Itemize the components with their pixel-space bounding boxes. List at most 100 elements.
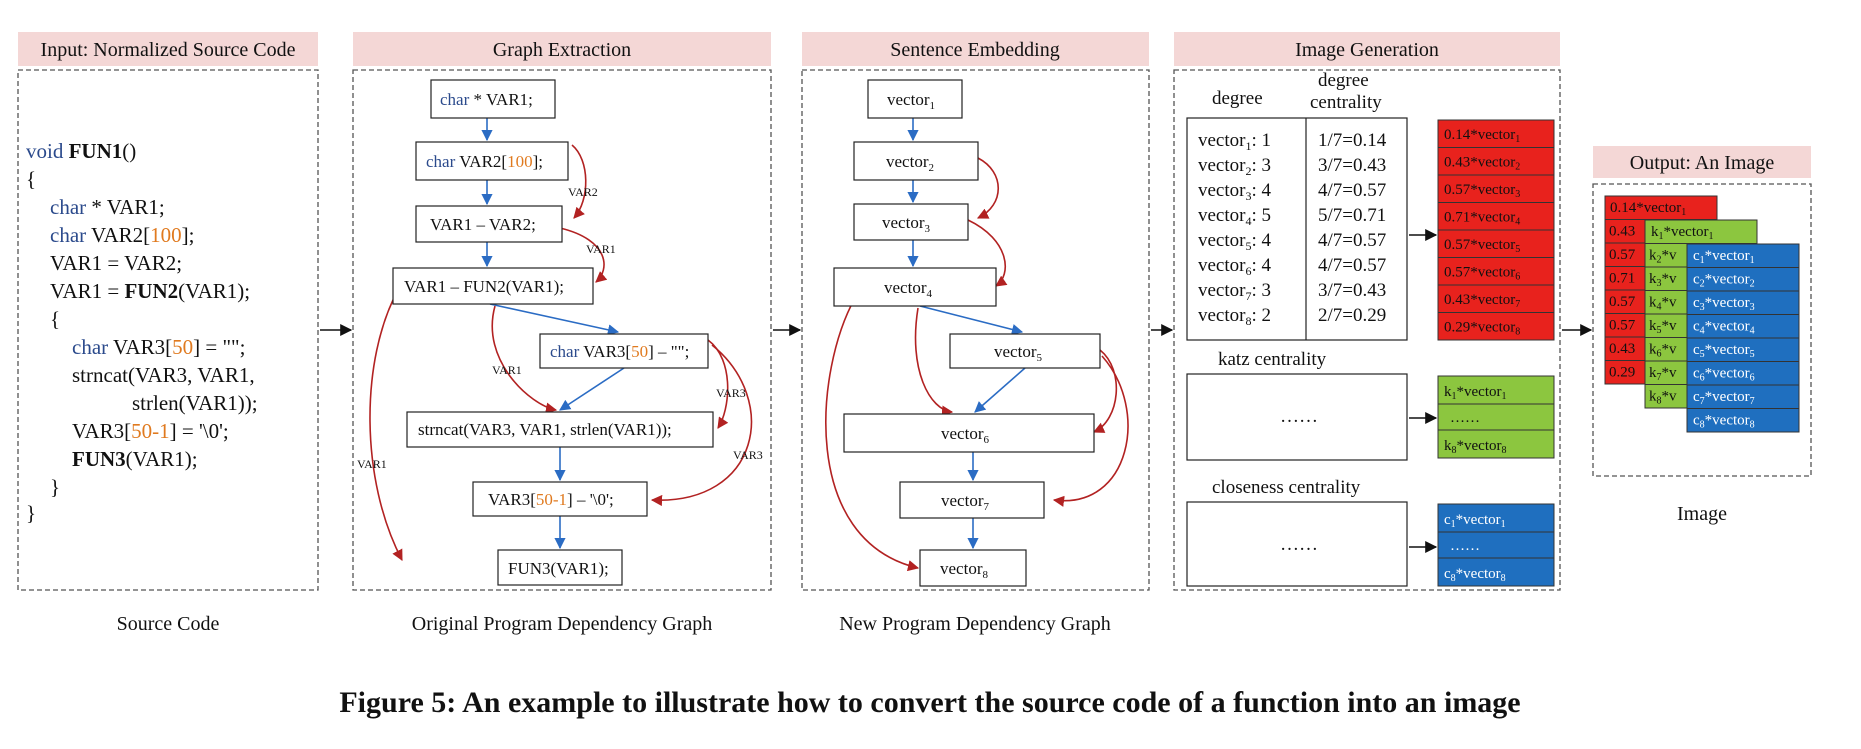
out-red-prefix-4: 0.71 — [1609, 271, 1635, 287]
pdg-node-6: strncat(VAR3, VAR1, strlen(VAR1)); — [406, 411, 714, 448]
svg-text:char * VAR1;: char * VAR1; — [440, 90, 533, 109]
pdg-label-var3a: VAR3 — [716, 386, 746, 400]
svg-text:char VAR2[100];: char VAR2[100]; — [426, 152, 543, 171]
vec-edge-r-4-8 — [825, 297, 920, 572]
pdg-edge-var1c — [369, 289, 403, 561]
svg-text:vector6: vector6 — [941, 424, 989, 446]
pdg-node-7: VAR3[50-1] – '\0'; — [472, 481, 648, 517]
out-blue-label-5: c5*vector5 — [1693, 342, 1755, 360]
pdg-label-var1a: VAR1 — [586, 242, 616, 256]
pdg-node-5: char VAR3[50] – ""; — [539, 333, 709, 369]
output-image-stack: 0.14*vector1 0.43 0.57 0.71 0.57 0.57 0.43 0.29… — [1604, 195, 1800, 433]
panel-image — [1173, 69, 1561, 591]
table-col-degree-centrality-1: degree — [1318, 70, 1369, 91]
degree-row-6: vector6: 4 — [1198, 255, 1272, 278]
svg-text:……: …… — [1450, 410, 1480, 426]
svg-text:k8*vector8: k8*vector8 — [1444, 438, 1506, 456]
closeness-label: closeness centrality — [1212, 477, 1361, 498]
centrality-row-8: 2/7=0.29 — [1318, 305, 1386, 326]
table-col-degree: degree — [1212, 88, 1263, 109]
header-output: Output: An Image — [1593, 146, 1811, 178]
red-cell-label-1: 0.14*vector1 — [1444, 127, 1520, 145]
new-pdg: vector1 vector2 vector3 vector4 vector5 … — [825, 79, 1129, 587]
out-blue-label-2: c2*vector2 — [1693, 272, 1755, 290]
figure-caption: Figure 5: An example to illustrate how t… — [339, 686, 1520, 719]
svg-text:Output: An Image: Output: An Image — [1630, 152, 1775, 174]
vec-edge-r-5-7 — [1052, 355, 1129, 507]
vec-node-7: vector7 — [899, 481, 1045, 519]
red-cell-3 — [1437, 174, 1555, 203]
red-cell-5 — [1437, 229, 1555, 258]
svg-text:……: …… — [1450, 538, 1480, 554]
red-cell-8 — [1437, 312, 1555, 341]
out-red-prefix-8: 0.29 — [1609, 365, 1635, 381]
pdg-label-var1b: VAR1 — [492, 363, 522, 377]
out-red-prefix-5: 0.57 — [1609, 294, 1636, 310]
code-line-10: strlen(VAR1)); — [132, 391, 258, 415]
katz-ellipsis: …… — [1280, 406, 1318, 427]
out-blue-label-7: c7*vector7 — [1693, 389, 1755, 407]
pdg-node-1: char * VAR1; — [430, 79, 556, 119]
centrality-row-3: 4/7=0.57 — [1318, 180, 1386, 201]
out-blue-label-6: c6*vector6 — [1693, 366, 1755, 384]
pdg-edge-4-5 — [489, 303, 620, 336]
red-cell-label-2: 0.43*vector2 — [1444, 155, 1520, 173]
degree-row-5: vector5: 4 — [1198, 230, 1272, 253]
out-green-prefix-3: k3*v — [1649, 271, 1677, 289]
centrality-row-5: 4/7=0.57 — [1318, 230, 1386, 251]
out-red-prefix-6: 0.57 — [1609, 318, 1636, 334]
centrality-row-4: 5/7=0.71 — [1318, 205, 1386, 226]
vec-node-3: vector3 — [853, 203, 969, 241]
panel-graph — [352, 69, 772, 591]
pdg-node-2: char VAR2[100]; — [415, 141, 569, 181]
svg-text:c1*vector1: c1*vector1 — [1444, 512, 1506, 530]
pdg-edge-5-6 — [559, 367, 625, 411]
code-line-8: char VAR3[50] = ""; — [72, 335, 245, 359]
header-sentence-embedding: Sentence Embedding — [802, 32, 1149, 66]
closeness-ellipsis: …… — [1280, 534, 1318, 555]
degree-table-rows: vector1: 1 1/7=0.14 vector2: 3 3/7=0.43 vect… — [1198, 130, 1387, 328]
red-cell-label-5: 0.57*vector5 — [1444, 237, 1520, 255]
panel-source — [17, 69, 319, 591]
red-cell-6 — [1437, 257, 1555, 286]
degree-row-8: vector8: 2 — [1198, 305, 1271, 328]
out-red-top-label: 0.14*vector1 — [1610, 200, 1686, 218]
red-cell-label-8: 0.29*vector8 — [1444, 320, 1520, 338]
out-green-prefix-2: k2*v — [1649, 248, 1677, 266]
svg-text:vector4: vector4 — [884, 278, 932, 300]
out-blue-row-8 — [1686, 408, 1800, 433]
degree-row-1: vector1: 1 — [1198, 130, 1271, 153]
vec-edge-5-6 — [974, 367, 1026, 413]
closeness-box — [1186, 501, 1408, 587]
out-red-prefix-3: 0.57 — [1609, 247, 1636, 263]
svg-text:strncat(VAR3, VAR1, strlen(VAR: strncat(VAR3, VAR1, strlen(VAR1)); — [418, 420, 672, 439]
centrality-row-7: 3/7=0.43 — [1318, 280, 1386, 301]
svg-text:Sentence Embedding: Sentence Embedding — [890, 39, 1059, 61]
svg-text:c8*vector8: c8*vector8 — [1444, 566, 1506, 584]
katz-label: katz centrality — [1218, 349, 1327, 370]
vec-edge-r-3-4 — [967, 219, 1008, 287]
red-cell-label-4: 0.71*vector4 — [1444, 210, 1520, 228]
svg-text:FUN3(VAR1);: FUN3(VAR1); — [508, 559, 609, 578]
caption-source-code: Source Code — [117, 613, 220, 635]
svg-text:k1*vector1: k1*vector1 — [1444, 384, 1506, 402]
vec-edge-r-4-6 — [914, 307, 954, 417]
code-line-14: } — [26, 501, 36, 525]
vec-node-6: vector6 — [843, 413, 1095, 453]
pdg-node-4: VAR1 – FUN2(VAR1); — [392, 267, 594, 305]
code-line-1: void FUN1() — [26, 139, 136, 163]
out-red-prefix-2: 0.43 — [1609, 224, 1635, 240]
original-pdg: VAR2 VAR1 VAR1 VAR3 VAR3 VAR1 char * VAR… — [357, 79, 763, 586]
header-image-generation: Image Generation — [1174, 32, 1560, 66]
header-graph-extraction: Graph Extraction — [353, 32, 771, 66]
vec-node-2: vector2 — [853, 141, 979, 181]
table-col-degree-centrality-2: centrality — [1310, 92, 1382, 113]
code-line-11: VAR3[50-1] = '\0'; — [72, 419, 229, 443]
svg-text:vector2: vector2 — [886, 152, 934, 174]
out-blue-label-4: c4*vector4 — [1693, 319, 1755, 337]
svg-text:vector3: vector3 — [882, 213, 930, 235]
svg-text:Graph Extraction: Graph Extraction — [493, 39, 631, 61]
out-green-prefix-6: k6*v — [1649, 342, 1677, 360]
katz-box — [1186, 373, 1408, 461]
